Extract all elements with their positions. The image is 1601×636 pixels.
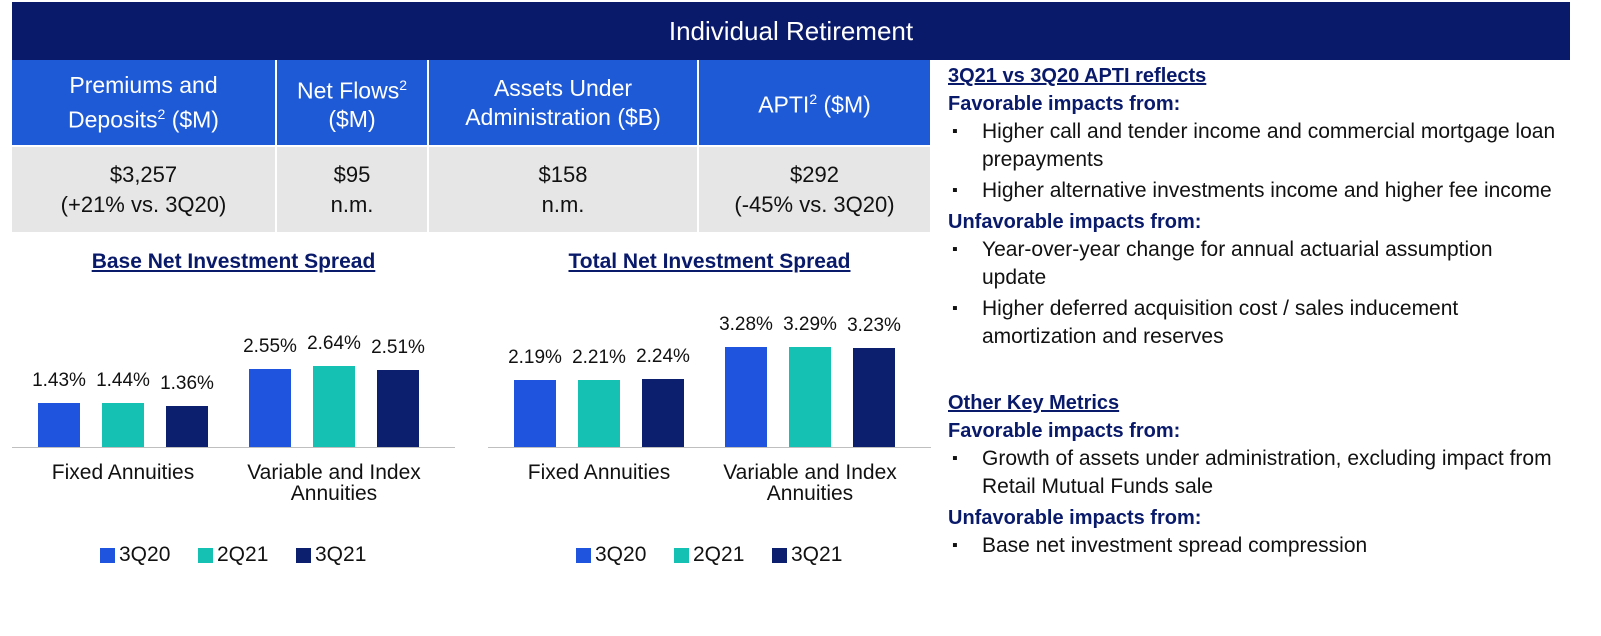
bullet-item: Growth of assets under administration, e… [948,445,1562,501]
legend-label: 3Q21 [791,543,843,566]
legend-swatch [100,548,115,563]
value-label: 3.28% [719,313,773,335]
bar [514,380,556,447]
header-sup: 2 [157,105,166,122]
group-label: Favorable impacts from: [948,420,1181,442]
header-sup: 2 [809,91,818,108]
chart-title: Total Net Investment Spread [568,250,851,273]
bullet-item: Higher call and tender income and commer… [948,118,1562,174]
column-header: Premiums and Deposits2 ($M) [12,60,277,146]
legend-swatch [576,548,591,563]
header-title: Individual Retirement [12,2,1570,60]
bullet-item: Year-over-year change for annual actuari… [948,236,1562,292]
header-unit: ($M) [171,106,219,133]
table-cell: $158 n.m. [428,145,699,232]
bar [102,403,144,447]
value-label: 3.29% [783,313,837,335]
value-label: 2.19% [508,347,562,369]
legend-label: 2Q21 [693,543,745,566]
cell-line: $292 [790,161,839,187]
bar [789,346,831,447]
header-unit: ($M) [823,91,871,118]
metrics-table: Premiums and Deposits2 ($M) Net Flows2 ($… [12,60,930,232]
bar [578,379,620,447]
value-label: 2.55% [243,336,297,358]
legend-label: 3Q20 [595,543,647,566]
value-label: 2.51% [371,337,425,359]
cell-line: (+21% vs. 3Q20) [60,191,227,217]
legend-swatch [674,548,689,563]
notes: 3Q21 vs 3Q20 APTI reflects Favorable impa… [948,62,1578,563]
table-row: $3,257 (+21% vs. 3Q20) $95 n.m. $158 n.m. $292… [12,145,930,232]
header-text: Premiums and Deposits [68,71,218,133]
group-label: Favorable impacts from: [948,93,1181,115]
category-label: Variable and Index Annuities [723,461,897,505]
category-label: Fixed Annuities [51,461,195,484]
note-section: 3Q21 vs 3Q20 APTI reflects Favorable impa… [948,62,1578,351]
axis-line [488,447,931,448]
category-label: Variable and Index Annuities [247,461,421,505]
cell-line: $3,257 [109,161,178,187]
table-cell: $95 n.m. [276,145,429,232]
value-label: 2.24% [636,345,690,367]
table-cell: $3,257 (+21% vs. 3Q20) [12,145,277,232]
legend-swatch [198,548,213,563]
header-text: Assets Under Administration [465,74,633,130]
value-label: 1.43% [32,370,86,392]
bar [38,403,80,447]
header-text: Net Flows [296,77,400,104]
cell-line: $95 [333,161,371,187]
group-label: Unfavorable impacts from: [948,211,1202,233]
bar [853,348,895,447]
header-unit: ($M) [328,106,376,133]
value-label: 2.64% [307,333,361,355]
legend-swatch [772,548,787,563]
bar [249,369,291,447]
value-label: 1.44% [96,370,150,392]
legend-label: 2Q21 [217,543,269,566]
note-section: Other Key Metrics Favorable impacts from:… [948,389,1578,560]
cell-line: n.m. [541,191,585,217]
value-label: 3.23% [847,315,901,337]
legend-swatch [296,548,311,563]
bar [166,405,208,447]
legend-label: 3Q20 [119,543,171,566]
bar [313,366,355,447]
note-heading: Other Key Metrics [948,392,1120,414]
note-heading: 3Q21 vs 3Q20 APTI reflects [948,65,1207,87]
header-unit: ($B) [617,103,661,130]
axis-line [12,447,455,448]
category-label: Fixed Annuities [527,461,671,484]
group-label: Unfavorable impacts from: [948,507,1202,529]
table-cell: $292 (-45% vs. 3Q20) [698,145,930,232]
header-text: APTI [758,91,810,118]
column-header: APTI2 ($M) [698,60,930,146]
column-header: Assets Under Administration ($B) [428,60,699,146]
value-label: 1.36% [160,372,214,394]
cell-line: $158 [538,161,588,187]
cell-line: (-45% vs. 3Q20) [734,191,895,217]
bar [377,370,419,447]
value-label: 2.21% [572,346,626,368]
bullet-item: Higher alternative investments income an… [948,177,1562,205]
legend-label: 3Q21 [315,543,367,566]
column-header: Net Flows2 ($M) [276,60,429,146]
bar [725,346,767,447]
cell-line: n.m. [330,191,374,217]
bar [642,378,684,447]
chart-title: Base Net Investment Spread [91,250,376,273]
header-sup: 2 [399,76,408,93]
bullet-item: Higher deferred acquisition cost / sales… [948,295,1562,351]
bullet-item: Base net investment spread compression [948,532,1562,560]
